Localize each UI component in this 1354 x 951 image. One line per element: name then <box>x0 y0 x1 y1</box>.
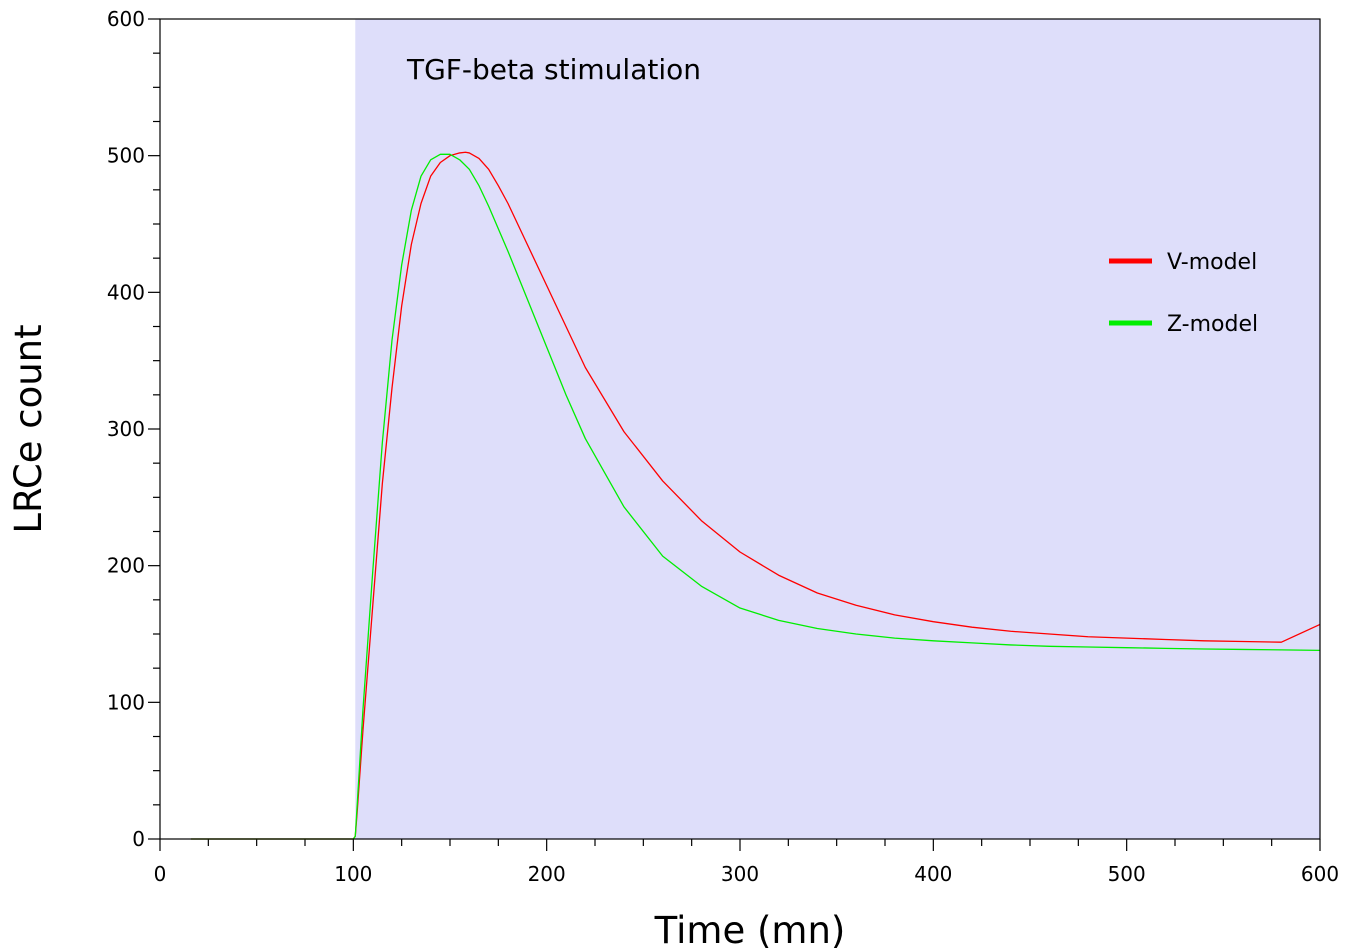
axis-ticks <box>148 18 1321 851</box>
x-tick-label: 600 <box>1301 862 1339 886</box>
x-tick-label: 200 <box>528 862 566 886</box>
series-line-z-model <box>190 153 1321 840</box>
x-axis-title: Time (mn) <box>654 909 846 951</box>
y-tick-label: 0 <box>132 827 145 851</box>
x-tick-label: 500 <box>1108 862 1146 886</box>
legend-label-z-model: Z-model <box>1167 312 1258 337</box>
axis-tick-labels: 0 100 200 300 400 500 600 0 100 200 300 400 500 600 <box>107 7 1339 886</box>
legend-label-v-model: V-model <box>1167 250 1257 275</box>
y-tick-label: 200 <box>107 554 145 578</box>
stimulation-region <box>355 19 1320 839</box>
y-tick-label: 400 <box>107 280 145 304</box>
plot-frame <box>159 18 1321 840</box>
y-tick-label: 100 <box>107 690 145 714</box>
y-tick-label: 500 <box>107 144 145 168</box>
x-tick-label: 0 <box>154 862 167 886</box>
stimulation-label: TGF-beta stimulation <box>406 53 701 86</box>
y-axis-title: LRCe count <box>7 324 50 533</box>
x-tick-label: 300 <box>721 862 759 886</box>
x-tick-label: 400 <box>914 862 952 886</box>
series-lines <box>190 151 1321 840</box>
y-tick-label: 600 <box>107 7 145 31</box>
series-line-v-model <box>190 151 1321 840</box>
y-tick-label: 300 <box>107 417 145 441</box>
legend: V-model Z-model <box>1109 250 1258 337</box>
x-tick-label: 100 <box>334 862 372 886</box>
